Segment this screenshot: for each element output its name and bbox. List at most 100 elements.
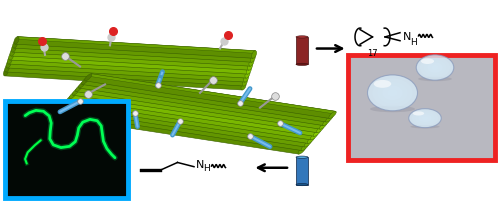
Polygon shape [64,102,311,142]
Ellipse shape [296,36,308,38]
Ellipse shape [416,55,454,80]
Ellipse shape [252,51,256,58]
Polygon shape [11,49,252,70]
Ellipse shape [245,70,250,78]
Ellipse shape [298,147,306,154]
Polygon shape [76,84,326,129]
Ellipse shape [421,58,434,64]
Ellipse shape [370,106,415,112]
Ellipse shape [412,111,438,126]
Bar [348,55,495,160]
Ellipse shape [246,67,252,74]
Text: H: H [204,164,210,173]
Text: N: N [196,160,204,170]
Ellipse shape [378,82,408,104]
Text: 17: 17 [367,49,378,58]
Ellipse shape [296,156,308,158]
Polygon shape [8,57,249,78]
Polygon shape [10,53,250,74]
Polygon shape [83,81,330,121]
Ellipse shape [368,75,418,111]
Ellipse shape [8,57,12,64]
Ellipse shape [296,184,308,186]
Ellipse shape [413,111,424,115]
Polygon shape [68,99,314,139]
Ellipse shape [54,110,61,117]
Ellipse shape [78,81,86,88]
Polygon shape [14,41,254,62]
Polygon shape [58,110,305,149]
Ellipse shape [14,37,19,44]
Ellipse shape [250,55,256,62]
Polygon shape [54,110,305,154]
Polygon shape [80,84,326,124]
Ellipse shape [241,83,246,90]
Ellipse shape [69,92,76,99]
Ellipse shape [374,80,391,88]
Ellipse shape [424,60,446,75]
Ellipse shape [322,118,330,126]
Polygon shape [82,77,332,122]
Polygon shape [4,68,245,90]
Ellipse shape [242,78,248,86]
Ellipse shape [326,115,333,122]
Ellipse shape [12,45,16,52]
Polygon shape [17,37,256,53]
Polygon shape [74,92,320,132]
Polygon shape [58,106,308,150]
Ellipse shape [320,122,327,129]
Ellipse shape [57,106,64,113]
Polygon shape [14,45,252,61]
Ellipse shape [431,65,439,70]
Polygon shape [10,57,249,73]
Polygon shape [85,74,336,118]
Ellipse shape [415,112,435,124]
Ellipse shape [382,86,402,100]
Ellipse shape [301,143,308,151]
Polygon shape [13,49,252,65]
Ellipse shape [10,49,15,56]
Polygon shape [12,45,252,66]
Ellipse shape [316,126,324,133]
Bar [296,37,308,64]
Ellipse shape [244,74,248,82]
Polygon shape [8,60,248,82]
Polygon shape [62,106,308,146]
Ellipse shape [420,57,450,78]
Polygon shape [12,53,250,69]
Ellipse shape [296,63,308,65]
Polygon shape [86,77,332,117]
Ellipse shape [249,59,254,66]
Ellipse shape [409,109,442,128]
Ellipse shape [304,140,312,147]
Ellipse shape [82,77,89,84]
Ellipse shape [422,116,428,120]
Polygon shape [8,64,246,81]
Ellipse shape [12,41,18,48]
Ellipse shape [4,68,8,76]
Ellipse shape [372,78,412,107]
Polygon shape [60,102,311,147]
Ellipse shape [4,64,10,72]
Polygon shape [9,60,248,77]
Bar [5,101,128,198]
Ellipse shape [314,129,321,136]
Ellipse shape [368,75,418,111]
Polygon shape [77,88,324,128]
Ellipse shape [6,60,11,68]
Ellipse shape [8,53,14,60]
Polygon shape [73,88,324,133]
Ellipse shape [418,77,452,81]
Ellipse shape [72,88,80,95]
Ellipse shape [428,62,442,73]
Polygon shape [16,41,254,57]
Polygon shape [6,68,245,85]
Ellipse shape [388,89,398,96]
Text: H: H [410,38,417,47]
Text: N: N [402,31,411,42]
Ellipse shape [329,111,336,118]
Ellipse shape [66,95,74,102]
Ellipse shape [418,114,432,122]
Polygon shape [6,64,246,86]
Ellipse shape [308,136,314,143]
